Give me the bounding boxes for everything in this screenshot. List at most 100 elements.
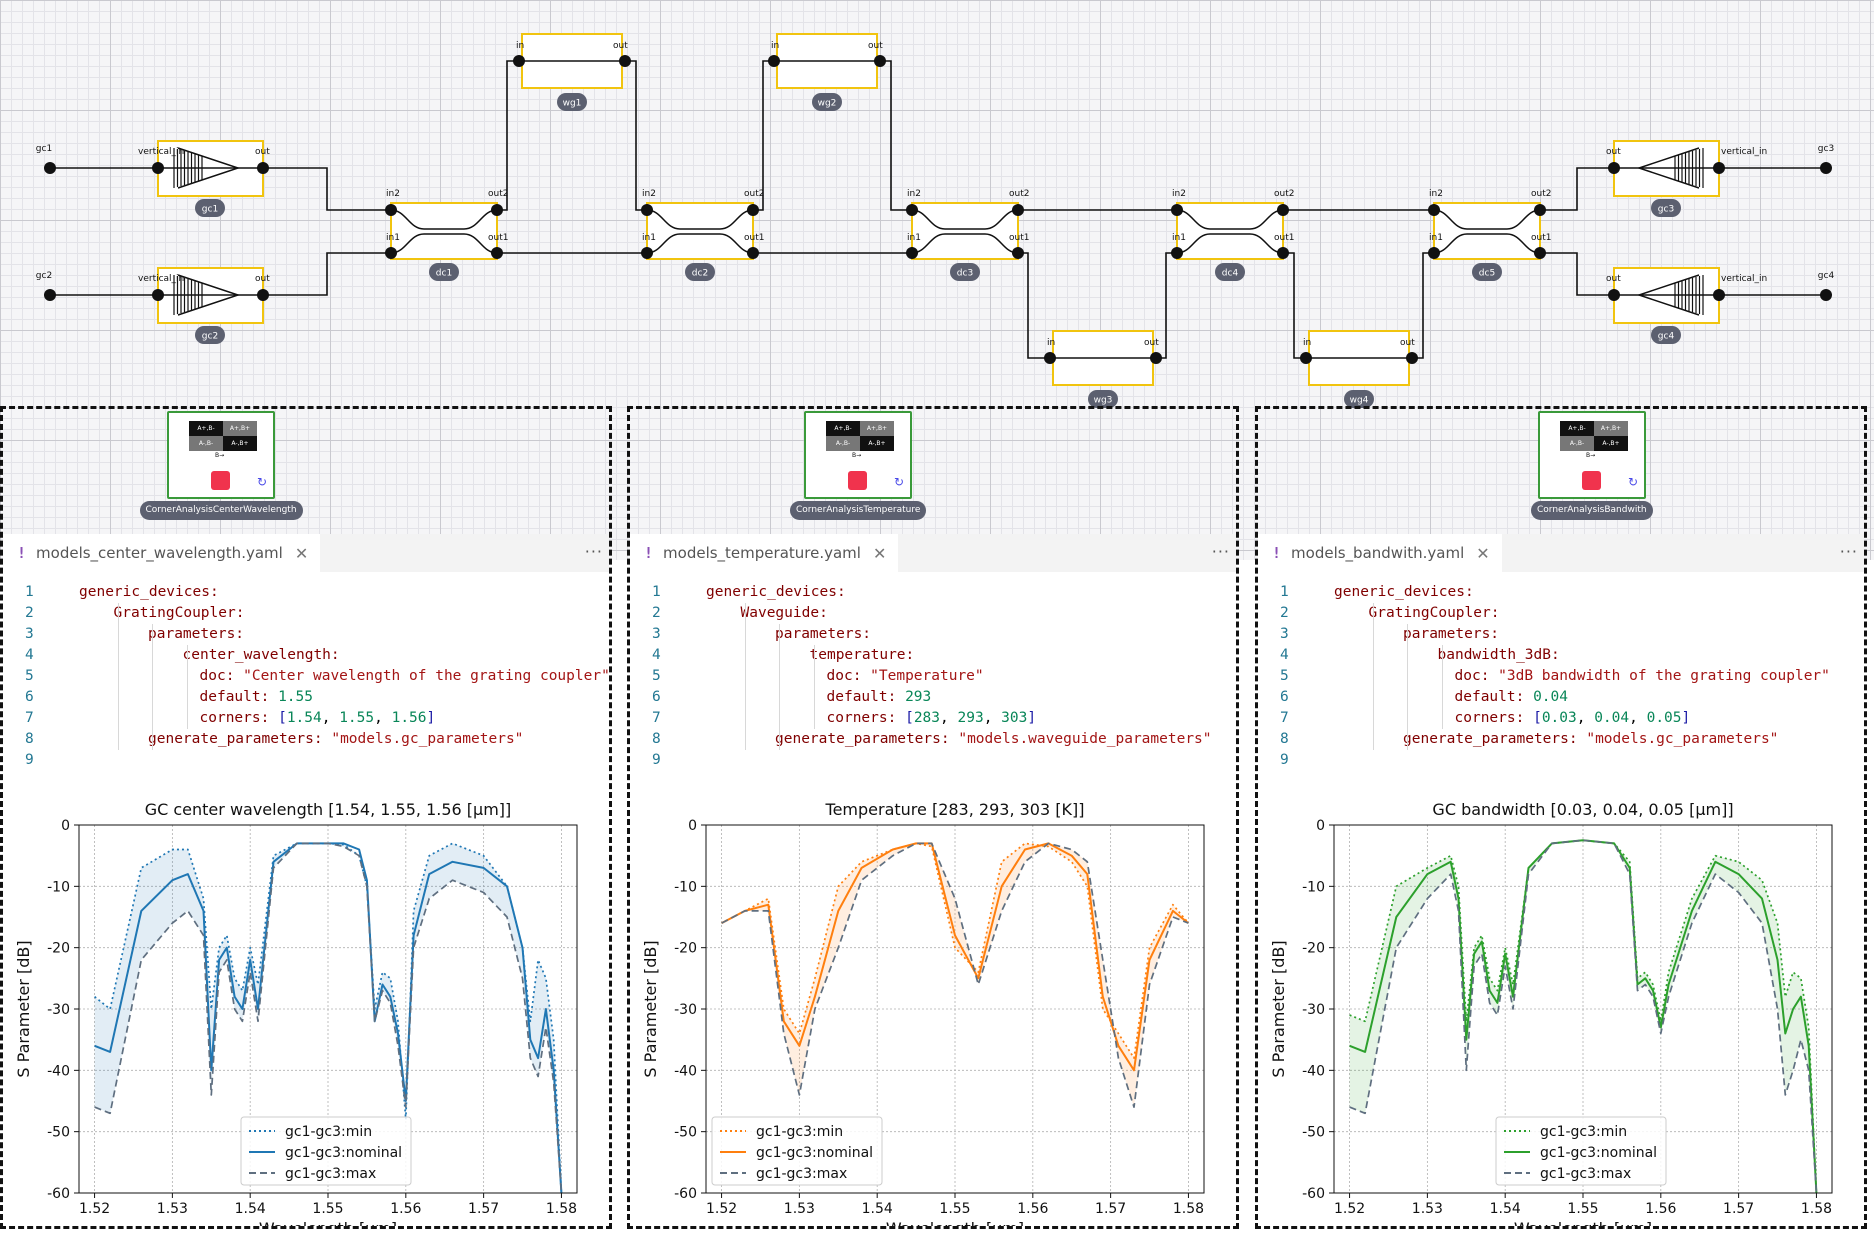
name-pill-label: dc1 xyxy=(436,269,452,279)
code-token: generic_devices: xyxy=(79,584,219,600)
port-label: in2 xyxy=(386,189,400,199)
legend-label: gc1-gc3:nominal xyxy=(756,1145,873,1161)
code-editor[interactable]: 1 generic_devices: 2 GratingCoupler: 3 parame… xyxy=(1258,572,1864,772)
corner-analysis-block[interactable]: A+,B- A+,B+ A-,B- A-,B+ B→ ↻ xyxy=(1538,411,1646,499)
legend-label: gc1-gc3:min xyxy=(1540,1124,1627,1140)
code-token: 293 xyxy=(905,689,932,705)
port-dot xyxy=(1012,247,1024,259)
code-token: GratingCoupler: xyxy=(113,605,245,621)
code-line: 5 doc: "3dB bandwidth of the grating coup… xyxy=(1258,666,1858,687)
dc-upper-arm xyxy=(390,209,498,230)
corner-analysis-block[interactable]: A+,B- A+,B+ A-,B- A-,B+ B→ ↻ xyxy=(167,411,275,499)
more-actions-icon[interactable]: ··· xyxy=(1839,542,1858,561)
x-axis-label: Wavelength [μm] xyxy=(259,1219,397,1229)
code-punctuation: ] xyxy=(1681,710,1691,726)
code-token: doc: xyxy=(826,668,862,684)
port-label: out xyxy=(868,41,883,51)
name-pill xyxy=(1472,263,1502,281)
series-line-solid xyxy=(1349,839,1818,1194)
port-dot xyxy=(641,247,653,259)
port-dot xyxy=(1300,352,1312,364)
chart-title: GC center wavelength [1.54, 1.55, 1.56 [… xyxy=(145,800,512,819)
name-pill xyxy=(685,263,715,281)
code-content: parameters: xyxy=(148,624,244,645)
close-tab-icon[interactable]: ✕ xyxy=(1476,543,1490,563)
dc-body xyxy=(911,202,1019,260)
port-label: out2 xyxy=(1274,189,1294,199)
corner-grid-cell: A+,B- xyxy=(189,421,223,436)
code-line: 3 parameters: xyxy=(3,624,603,645)
refresh-icon[interactable]: ↻ xyxy=(894,475,905,489)
code-token: "Temperature" xyxy=(870,668,984,684)
port-label: out1 xyxy=(1009,233,1029,243)
editor-tab[interactable]: ! models_temperature.yaml ✕ xyxy=(630,534,899,572)
stop-button[interactable] xyxy=(1582,471,1601,490)
y-tick-label: -40 xyxy=(674,1063,697,1079)
code-line: 4 bandwidth_3dB: xyxy=(1258,645,1858,666)
y-axis-label: S Parameter [dB] xyxy=(1269,940,1288,1077)
refresh-icon[interactable]: ↻ xyxy=(1628,475,1639,489)
plot-frame xyxy=(78,824,578,1194)
code-punctuation: [ xyxy=(1533,710,1542,726)
corner-grid-cell: A+,B+ xyxy=(223,421,257,436)
dc-upper-arm xyxy=(911,209,1019,230)
schematic-canvas[interactable]: gc1 gc2 gc3 gc4 vertical_in out gc1 vertical_in… xyxy=(0,0,1874,560)
corner-grid-cell: A-,B- xyxy=(189,436,223,451)
editor-tab[interactable]: ! models_center_wavelength.yaml ✕ xyxy=(3,534,321,572)
stop-button[interactable] xyxy=(211,471,230,490)
x-tick-label: 1.52 xyxy=(706,1201,737,1217)
code-content: doc: "Center wavelength of the grating c… xyxy=(200,666,610,687)
code-editor[interactable]: 1 generic_devices: 2 Waveguide: 3 parameters:… xyxy=(630,572,1236,772)
name-pill-label: wg1 xyxy=(563,99,582,109)
dc-lower-arm xyxy=(646,233,754,254)
more-actions-icon[interactable]: ··· xyxy=(1211,542,1230,561)
line-number: 6 xyxy=(1280,689,1289,705)
code-token: center_wavelength: xyxy=(182,647,340,663)
y-tick-label: -30 xyxy=(1302,1002,1325,1018)
code-punctuation xyxy=(234,668,243,684)
code-content: parameters: xyxy=(1403,624,1499,645)
name-pill xyxy=(812,93,842,111)
close-tab-icon[interactable]: ✕ xyxy=(294,543,309,563)
code-content: center_wavelength: xyxy=(183,645,340,666)
name-pill xyxy=(195,199,225,217)
refresh-icon[interactable]: ↻ xyxy=(257,475,268,489)
corner-analysis-block[interactable]: A+,B- A+,B+ A-,B- A-,B+ B→ ↻ xyxy=(804,411,912,499)
line-number: 7 xyxy=(652,710,661,726)
close-tab-icon[interactable]: ✕ xyxy=(872,543,887,563)
code-content: GratingCoupler: xyxy=(1369,603,1500,624)
more-actions-icon[interactable]: ··· xyxy=(584,542,603,561)
y-axis-label: S Parameter [dB] xyxy=(14,940,33,1077)
x-tick-label: 1.55 xyxy=(312,1201,343,1217)
port-dot xyxy=(44,289,56,301)
indent-guide xyxy=(779,624,780,750)
code-line: 4 center_wavelength: xyxy=(3,645,603,666)
port-label: in1 xyxy=(907,233,921,243)
line-number: 2 xyxy=(25,605,34,621)
code-content: generic_devices: xyxy=(79,582,219,603)
editor-tab[interactable]: ! models_bandwith.yaml ✕ xyxy=(1258,534,1502,572)
code-punctuation: , xyxy=(374,710,392,726)
code-token: doc: xyxy=(199,668,235,684)
code-editor[interactable]: 1 generic_devices: 2 GratingCoupler: 3 parame… xyxy=(3,572,609,772)
sparam-chart: 1.52 1.53 1.54 1.55 1.56 1.57 1.58 0 -10 -20 -30 -4… xyxy=(641,800,1205,1226)
code-punctuation: [ xyxy=(905,710,914,726)
x-axis-label: Wavelength [μm] xyxy=(1514,1219,1652,1229)
port-label: out1 xyxy=(488,233,508,243)
stop-button[interactable] xyxy=(848,471,867,490)
indent-guide xyxy=(1372,603,1374,750)
port-label: gc1 xyxy=(36,144,52,154)
panel-temperature: ! models_temperature.yaml ✕ ··· 1 generic… xyxy=(627,406,1239,1229)
y-tick-label: -10 xyxy=(1302,879,1325,895)
wire xyxy=(1156,252,1177,359)
line-number: 3 xyxy=(25,626,34,642)
corner-grid-cell: A-,B+ xyxy=(860,436,894,451)
wire xyxy=(497,60,519,211)
corner-axis-label: B→ xyxy=(215,452,225,459)
line-number: 8 xyxy=(25,731,34,747)
code-punctuation xyxy=(1524,689,1533,705)
code-line: 7 corners: [283, 293, 303] xyxy=(630,708,1230,729)
yaml-file-icon: ! xyxy=(1272,544,1282,562)
line-number: 3 xyxy=(1280,626,1289,642)
corner-grid-cell: A-,B+ xyxy=(223,436,257,451)
